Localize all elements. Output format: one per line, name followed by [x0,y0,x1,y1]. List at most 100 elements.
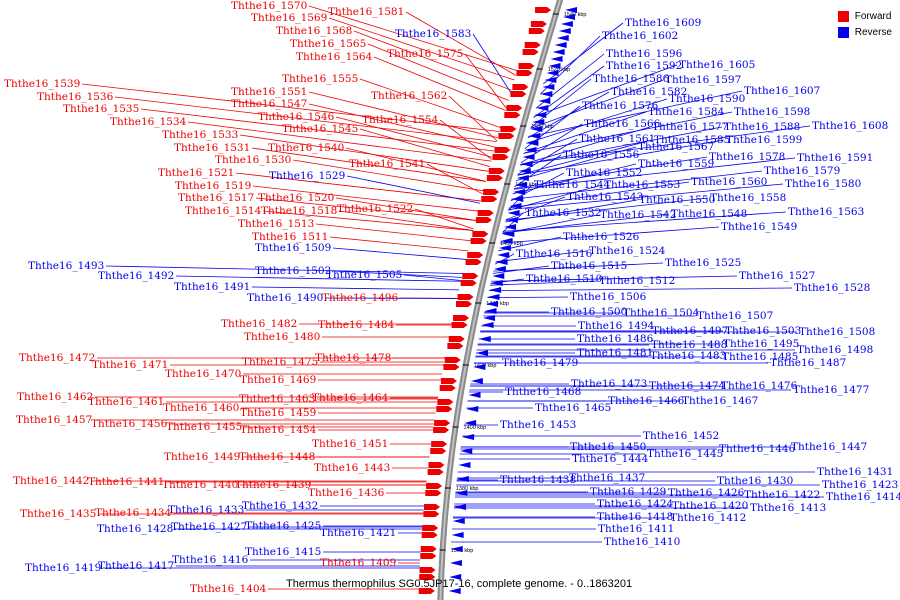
gene-label: Ththe16_1486 [577,333,654,345]
leader-line [405,11,516,76]
gene-label: Ththe16_1532 [525,207,601,219]
leader-lines [81,5,824,590]
gene-label: Ththe16_1441 [88,476,164,488]
leader-line [520,125,811,165]
legend-item-reverse: Reverse [837,24,892,40]
reverse-gene-arrow [544,77,557,83]
gene-label: Ththe16_1576 [582,100,659,112]
gene-label: Ththe16_1428 [97,523,173,535]
gene-label: Ththe16_1511 [252,231,328,243]
forward-gene-arrow [504,112,521,118]
genome-backbone [437,0,564,600]
reverse-gene-arrow [487,294,500,300]
forward-gene-arrow [433,427,450,433]
gene-label: Ththe16_1414 [826,491,900,503]
leader-line [492,265,550,274]
leader-line [414,208,474,230]
gene-label: Ththe16_1437 [569,472,645,484]
gene-label: Ththe16_1447 [791,441,867,453]
forward-gene-arrow [453,315,470,321]
gene-label: Ththe16_1427 [171,521,247,533]
gene-label: Ththe16_1404 [190,583,267,595]
gene-label: Ththe16_1423 [822,479,898,491]
gene-label: Ththe16_1449 [164,451,240,463]
forward-gene-arrow [528,28,545,34]
reverse-gene-arrow [542,84,555,90]
leader-line [490,280,598,286]
gene-label: Ththe16_1582 [611,86,687,98]
gene-label: Ththe16_1476 [721,380,798,392]
gene-label: Ththe16_1534 [110,116,187,128]
reverse-gene-arrow [554,42,567,48]
gene-label: Ththe16_1555 [282,73,358,85]
leader-line [359,78,501,128]
gene-label: Ththe16_1553 [604,179,680,191]
scale-label: 1500 kbp [531,124,554,130]
scale-label: 1540 kbp [564,12,587,18]
leader-line [140,108,495,152]
gene-label: Ththe16_1533 [162,129,238,141]
reverse-gene-arrow [458,462,471,468]
gene-label: Ththe16_1575 [387,48,463,60]
leader-line [508,183,784,210]
reverse-gene-arrow [514,182,527,188]
leader-line [513,157,796,190]
reverse-gene-arrow [448,588,461,594]
leader-line [448,95,498,142]
gene-label: Ththe16_1508 [799,326,875,338]
leader-line [426,163,483,195]
gene-label: Ththe16_1430 [717,475,793,487]
leader-line [495,250,588,263]
reverse-gene-arrow [453,504,466,510]
gene-label: Ththe16_1596 [606,48,683,60]
gene-label: Ththe16_1542 [600,209,676,221]
gene-label: Ththe16_1531 [174,142,250,154]
gene-label: Ththe16_1436 [308,487,385,499]
reverse-gene-arrow [548,63,561,69]
gene-label: Ththe16_1568 [276,25,352,37]
leader-line [332,270,462,278]
forward-gene-arrow [439,385,456,391]
gene-label: Ththe16_1487 [770,357,846,369]
leader-line [491,275,738,282]
gene-label: Ththe16_1586 [593,73,670,85]
gene-label: Ththe16_1442 [13,475,89,487]
leader-line [472,33,512,93]
forward-gene-arrow [512,84,529,90]
gene-label: Ththe16_1585 [654,134,730,146]
genome-title: Thermus thermophilus SG0.5JP17-16, compl… [286,578,633,590]
reverse-gene-arrow [486,301,499,307]
reverse-swatch [837,26,849,38]
reverse-gene-arrow [520,161,533,167]
leader-line [81,83,500,132]
gene-label: Ththe16_1609 [625,17,701,29]
gene-label: Ththe16_1569 [251,12,327,24]
gene-label: Ththe16_1493 [28,260,104,272]
forward-gene-arrow [422,525,439,531]
gene-label: Ththe16_1522 [337,203,413,215]
gene-label: Ththe16_1439 [235,479,311,491]
leader-line [345,147,487,182]
legend: Forward Reverse [837,8,892,40]
gene-label: Ththe16_1452 [643,430,719,442]
gene-label: Ththe16_1444 [572,453,649,465]
gene-label: Ththe16_1518 [261,205,337,217]
forward-gene-arrow [492,154,509,160]
reverse-gene-arrow [518,168,531,174]
leader-line [540,35,601,95]
gene-label: Ththe16_1463 [239,393,315,405]
gene-label: Ththe16_1451 [312,438,388,450]
forward-gene-arrow [481,196,498,202]
leader-line [251,286,460,291]
gene-label: Ththe16_1411 [598,523,674,535]
forward-gene-arrow [470,238,487,244]
forward-gene-arrow [421,532,438,538]
leader-line [488,287,793,292]
forward-gene-arrow [451,322,468,328]
gene-label: Ththe16_1520 [258,192,334,204]
forward-gene-arrow [448,336,465,342]
leader-line [175,275,462,282]
gene-label: Ththe16_1515 [551,260,627,272]
gene-label: Ththe16_1579 [764,165,840,177]
reverse-gene-arrow [509,203,522,209]
